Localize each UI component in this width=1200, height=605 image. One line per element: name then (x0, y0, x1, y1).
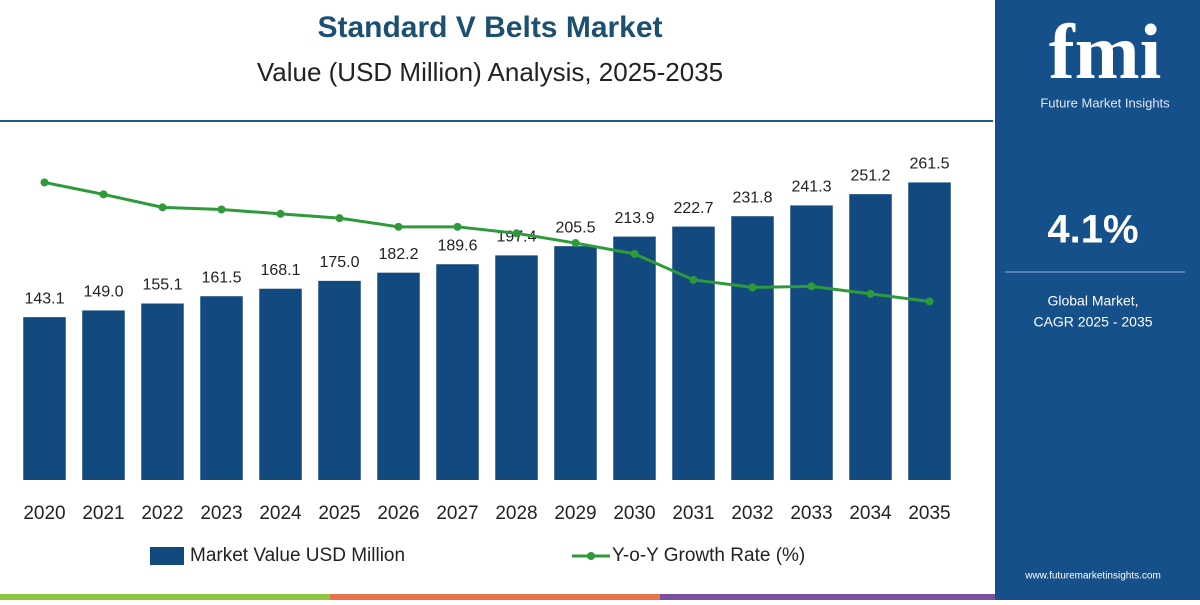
data-label: 182.2 (378, 246, 418, 263)
bar (554, 246, 597, 480)
data-label: 143.1 (24, 290, 64, 307)
data-label: 231.8 (732, 189, 772, 206)
line-point (158, 203, 167, 212)
x-tick-label: 2033 (790, 503, 832, 524)
x-tick-label: 2034 (849, 503, 892, 524)
bar (495, 255, 538, 480)
line-point (866, 289, 875, 298)
data-label: 241.3 (791, 179, 831, 196)
x-tick-label: 2021 (82, 503, 124, 524)
data-label: 261.5 (909, 156, 949, 173)
footer-strip (330, 594, 660, 600)
x-tick-label: 2031 (672, 503, 714, 524)
x-tick-label: 2022 (141, 503, 183, 524)
brand-logo: fmi (1049, 8, 1162, 95)
cagr-label: CAGR 2025 - 2035 (1033, 314, 1152, 330)
bar (790, 205, 833, 480)
x-tick-label: 2029 (554, 503, 596, 524)
x-tick-label: 2030 (613, 503, 655, 524)
data-label: 175.0 (319, 254, 359, 271)
bar (259, 288, 302, 480)
bar (200, 296, 243, 480)
line-point (689, 275, 698, 284)
data-label: 189.6 (437, 237, 477, 254)
x-tick-label: 2027 (436, 503, 478, 524)
bar (377, 272, 420, 480)
line-point (99, 190, 108, 199)
x-tick-label: 2028 (495, 503, 537, 524)
line-point (512, 229, 521, 238)
data-label: 155.1 (142, 277, 182, 294)
data-label: 149.0 (83, 284, 123, 301)
chart-title: Standard V Belts Market (317, 11, 662, 44)
x-tick-label: 2025 (318, 503, 360, 524)
legend-label: Market Value USD Million (190, 545, 405, 566)
data-label: 205.5 (555, 219, 595, 236)
legend-swatch (587, 552, 595, 560)
x-tick-label: 2023 (200, 503, 242, 524)
x-tick-label: 2032 (731, 503, 773, 524)
line-point (925, 297, 934, 306)
line-point (453, 222, 462, 231)
data-label: 251.2 (850, 167, 890, 184)
line-point (40, 178, 49, 187)
bar (731, 216, 774, 480)
bar (318, 280, 361, 480)
x-tick-label: 2020 (23, 503, 65, 524)
bar (23, 317, 66, 480)
data-label: 161.5 (201, 269, 241, 286)
line-point (630, 249, 639, 258)
line-point (807, 282, 816, 291)
legend-swatch (150, 547, 184, 565)
chart-subtitle: Value (USD Million) Analysis, 2025-2035 (257, 57, 723, 87)
bar (849, 194, 892, 480)
brand-name: Future Market Insights (1040, 95, 1170, 110)
data-label: 213.9 (614, 210, 654, 227)
data-label: 168.1 (260, 262, 300, 279)
bar (613, 236, 656, 480)
line (44, 180, 930, 303)
x-tick-label: 2024 (259, 503, 302, 524)
line-point (276, 209, 285, 218)
footer-strip (660, 594, 995, 600)
x-tick-label: 2035 (908, 503, 950, 524)
line-point (748, 283, 757, 292)
line-point (335, 214, 344, 223)
bar (436, 264, 479, 480)
cagr-label: Global Market, (1047, 293, 1138, 309)
legend-label: Y-o-Y Growth Rate (%) (612, 545, 805, 566)
data-label: 222.7 (673, 200, 713, 217)
cagr-value: 4.1% (1047, 208, 1138, 252)
bar (82, 310, 125, 480)
line-point (217, 205, 226, 214)
line-point (394, 222, 403, 231)
x-tick-label: 2026 (377, 503, 419, 524)
sidebar (995, 0, 1200, 600)
footer-strip (0, 594, 330, 600)
bar (672, 226, 715, 480)
website: www.futuremarketinsights.com (1024, 571, 1161, 582)
bar (141, 303, 184, 480)
line-point (571, 239, 580, 248)
bar (908, 182, 951, 480)
